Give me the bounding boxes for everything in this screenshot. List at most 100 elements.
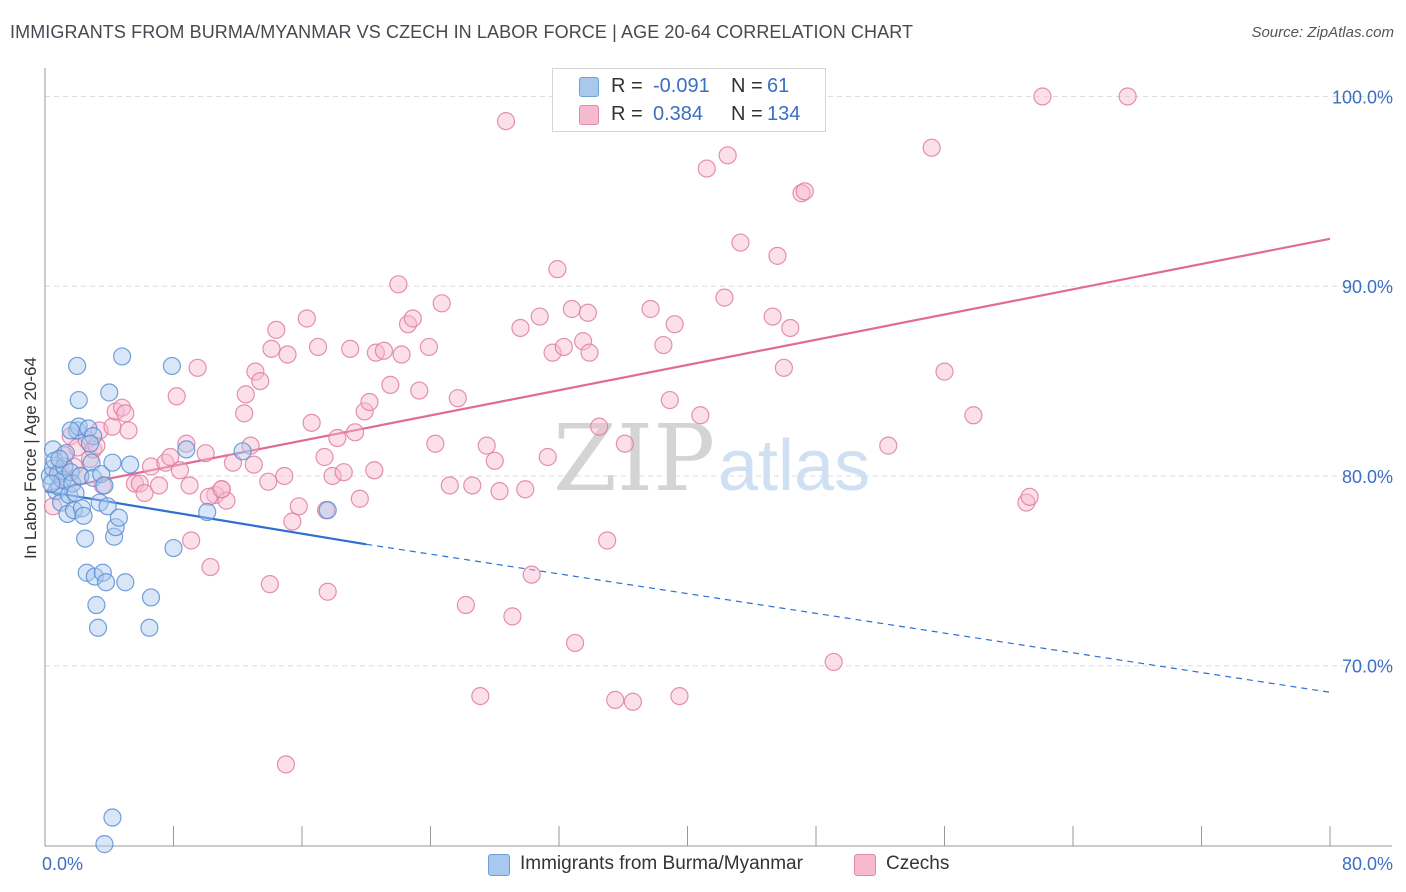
x-tick-label: 0.0%: [42, 854, 83, 874]
y-tick-label: 70.0%: [1342, 657, 1393, 677]
legend-label-burma: Immigrants from Burma/Myanmar: [520, 853, 803, 874]
tick-labels: 100.0% 90.0% 80.0% 70.0% 0.0% 80.0%: [42, 87, 1393, 874]
stats-legend: R = -0.091 N = 61 R = 0.384 N = 134: [552, 68, 826, 132]
czech-point: [562, 299, 581, 319]
y-axis-label: In Labor Force | Age 20-64: [21, 357, 40, 559]
czech-point: [182, 531, 201, 550]
czech-point: [323, 466, 342, 486]
czech-point: [641, 299, 660, 319]
burma-trend-extension: [366, 543, 1331, 693]
czech-point: [763, 307, 782, 326]
czech-point: [278, 345, 297, 364]
burma-point: [93, 563, 112, 582]
czech-point: [251, 371, 270, 391]
r-value: 0.384: [653, 103, 704, 125]
czech-point: [795, 182, 814, 201]
n-value: 134: [767, 103, 801, 125]
czech-point: [212, 480, 231, 499]
burma-point: [87, 595, 106, 615]
burma-point: [88, 618, 108, 637]
czech-point: [471, 686, 490, 706]
burma-point: [50, 449, 69, 468]
czech-point: [149, 476, 169, 495]
czech-point: [691, 406, 710, 425]
czech-point: [345, 423, 365, 442]
czech-point: [360, 392, 379, 412]
burma-point: [61, 463, 80, 482]
czech-point: [1118, 87, 1137, 106]
burma-point: [233, 442, 252, 461]
czech-point: [161, 447, 180, 467]
czech-point: [116, 404, 135, 423]
czech-point: [188, 358, 207, 377]
data-points: [40, 87, 1137, 854]
czech-point: [530, 307, 549, 326]
czech-point: [440, 476, 459, 495]
czech-point: [781, 318, 800, 338]
czech-point: [156, 453, 175, 472]
czech-point: [167, 387, 186, 406]
czech-point: [606, 690, 625, 709]
burma-point: [318, 501, 337, 520]
czech-point: [964, 406, 983, 425]
czech-point: [715, 288, 734, 307]
czech-point: [516, 480, 535, 499]
burma-legend-swatch: [488, 854, 510, 876]
czech-point: [548, 260, 567, 279]
czech-point: [485, 451, 504, 470]
stats-row-czech: R = 0.384 N = 134: [553, 101, 825, 129]
burma-point: [164, 538, 183, 558]
burma-point: [103, 808, 122, 827]
czech-point: [463, 476, 482, 495]
burma-point: [98, 497, 117, 516]
czech-point: [792, 184, 811, 203]
czech-point: [1017, 493, 1036, 512]
burma-point: [177, 440, 196, 459]
y-tick-label: 90.0%: [1342, 277, 1393, 297]
czech-point: [697, 159, 716, 178]
czech-point: [201, 557, 220, 577]
burma-swatch: [579, 77, 599, 97]
czech-trend-line: [44, 237, 1331, 493]
czech-point: [731, 233, 750, 252]
burma-point: [80, 434, 100, 453]
burma-point: [72, 499, 92, 518]
czech-point: [922, 138, 941, 157]
burma-point: [74, 506, 93, 525]
czech-point: [334, 463, 353, 482]
czech-point: [410, 381, 429, 400]
czech-point: [456, 595, 475, 615]
czech-point: [341, 339, 360, 358]
czech-point: [130, 474, 149, 493]
burma-point: [121, 455, 140, 474]
burma-point: [103, 453, 122, 472]
czech-point: [718, 146, 737, 165]
y-tick-label: 100.0%: [1332, 87, 1393, 107]
czech-point: [389, 275, 408, 294]
burma-point: [106, 518, 125, 537]
burma-point: [162, 356, 181, 376]
czech-point: [496, 112, 516, 131]
series-legend: Immigrants from Burma/Myanmar Czechs: [0, 852, 1406, 878]
czech-point: [141, 457, 161, 476]
czech-point: [381, 375, 400, 394]
czech-point: [119, 421, 138, 440]
czech-point: [262, 339, 281, 358]
czech-point: [768, 246, 787, 265]
czech-point: [267, 320, 286, 339]
czech-point: [355, 402, 374, 421]
czech-point: [275, 466, 294, 486]
watermark-atlas: atlas: [718, 426, 870, 506]
czech-point: [543, 343, 562, 362]
czech-point: [103, 417, 122, 436]
stats-row-burma: R = -0.091 N = 61: [553, 73, 825, 101]
n-label: N =: [731, 103, 763, 125]
czech-point: [244, 455, 263, 474]
source-label: Source: ZipAtlas.com: [1251, 24, 1394, 41]
czech-point: [125, 474, 145, 493]
burma-point: [104, 527, 124, 546]
r-label: R =: [611, 75, 643, 97]
czech-point: [328, 428, 347, 448]
czech-point: [235, 404, 254, 423]
